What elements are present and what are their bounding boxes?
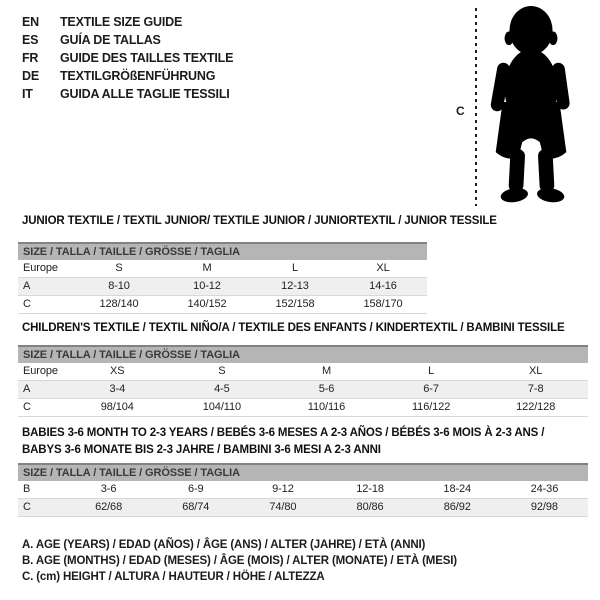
footnote-a: A. AGE (YEARS) / EDAD (AÑOS) / ÂGE (ANS)…	[22, 539, 426, 551]
cell: XL	[376, 262, 390, 274]
cell: XL	[529, 365, 543, 377]
cell: 12-13	[281, 280, 309, 292]
footnotes: A. AGE (YEARS) / EDAD (AÑOS) / ÂGE (ANS)…	[22, 537, 457, 585]
cell: 6-9	[187, 483, 204, 495]
language-title: GUIDA ALLE TAGLIE TESSILI	[60, 87, 230, 101]
row-label: A	[23, 280, 31, 292]
cell: 140/152	[187, 298, 227, 310]
babies-size-table: SIZE / TALLA / TAILLE / GRÖSSE / TAGLIA …	[18, 463, 588, 517]
size-header-bar: SIZE / TALLA / TAILLE / GRÖSSE / TAGLIA	[18, 465, 588, 481]
cell: 10-12	[193, 280, 221, 292]
table-row: Europe S M L XL	[18, 260, 427, 278]
toddler-silhouette-icon	[490, 5, 570, 203]
cell: 18-24	[443, 483, 472, 495]
cell: 12-18	[356, 483, 384, 495]
row-label: Europe	[23, 365, 58, 377]
cell: 110/116	[307, 401, 346, 413]
table-row: A 3-4 4-5 5-6 6-7 7-8	[18, 381, 588, 399]
height-measure-dashed-line	[475, 8, 477, 206]
row-label: Europe	[23, 262, 58, 274]
language-row-fr: FR GUIDE DES TAILLES TEXTILE	[22, 49, 233, 67]
babies-table-title-line2: BABYS 3-6 MONATE BIS 2-3 JAHRE / BAMBINI…	[22, 444, 381, 456]
cell: 116/122	[411, 401, 451, 413]
row-label: C	[23, 298, 31, 310]
cell: 6-7	[423, 383, 439, 395]
cell: 5-6	[318, 383, 335, 395]
table-row: C 98/104 104/110 110/116 116/122 122/128	[18, 399, 588, 417]
cell: 9-12	[272, 483, 294, 495]
table-row: B 3-6 6-9 9-12 12-18 18-24 24-36	[18, 481, 588, 499]
language-row-es: ES GUÍA DE TALLAS	[22, 31, 233, 49]
junior-size-table: SIZE / TALLA / TAILLE / GRÖSSE / TAGLIA …	[18, 242, 427, 314]
language-title-list: EN TEXTILE SIZE GUIDE ES GUÍA DE TALLAS …	[22, 13, 233, 103]
cell: 3-6	[100, 483, 117, 495]
row-label: A	[23, 383, 31, 395]
cell: 122/128	[516, 401, 556, 413]
size-header-bar: SIZE / TALLA / TAILLE / GRÖSSE / TAGLIA	[18, 347, 588, 363]
cell: 74/80	[269, 501, 297, 513]
size-header-bar: SIZE / TALLA / TAILLE / GRÖSSE / TAGLIA	[18, 244, 427, 260]
cell: 62/68	[95, 501, 123, 513]
height-measure-label: C	[456, 104, 465, 118]
language-title: TEXTILGRÖßENFÜHRUNG	[60, 69, 216, 83]
cell: S	[115, 262, 123, 274]
table-row: Europe XS S M L XL	[18, 363, 588, 381]
cell: 3-4	[109, 383, 126, 395]
cell: 152/158	[275, 298, 315, 310]
language-code: IT	[22, 87, 33, 101]
table-row: C 62/68 68/74 74/80 80/86 86/92 92/98	[18, 499, 588, 517]
language-title: GUÍA DE TALLAS	[60, 33, 161, 47]
cell: M	[321, 365, 332, 377]
language-row-it: IT GUIDA ALLE TAGLIE TESSILI	[22, 85, 233, 103]
language-row-en: EN TEXTILE SIZE GUIDE	[22, 13, 233, 31]
footnote-b: B. AGE (MONTHS) / EDAD (MESES) / ÂGE (MO…	[22, 555, 457, 567]
cell: L	[428, 365, 435, 377]
cell: 7-8	[527, 383, 544, 395]
footnote-c: C. (cm) HEIGHT / ALTURA / HAUTEUR / HÖHE…	[22, 571, 325, 583]
row-label: C	[23, 501, 31, 513]
language-code: FR	[22, 51, 39, 65]
language-title: TEXTILE SIZE GUIDE	[60, 15, 183, 29]
table-row: C 128/140 140/152 152/158 158/170	[18, 296, 427, 314]
babies-table-title-line1: BABIES 3-6 MONTH TO 2-3 YEARS / BEBÉS 3-…	[22, 427, 545, 439]
babies-table-title: BABIES 3-6 MONTH TO 2-3 YEARS / BEBÉS 3-…	[22, 425, 544, 459]
cell: 86/92	[443, 501, 471, 513]
cell: 4-5	[214, 383, 230, 395]
cell: XS	[110, 365, 125, 377]
language-code: EN	[22, 15, 39, 29]
language-code: DE	[22, 69, 39, 83]
junior-table-title: JUNIOR TEXTILE / TEXTIL JUNIOR/ TEXTILE …	[22, 215, 497, 227]
row-label: B	[23, 483, 31, 495]
cell: L	[291, 262, 299, 274]
cell: M	[202, 262, 212, 274]
language-row-de: DE TEXTILGRÖßENFÜHRUNG	[22, 67, 233, 85]
cell: 158/170	[363, 298, 403, 310]
cell: 14-16	[369, 280, 397, 292]
language-title: GUIDE DES TAILLES TEXTILE	[60, 51, 234, 65]
cell: 104/110	[202, 401, 242, 413]
cell: 92/98	[530, 501, 558, 513]
cell: 24-36	[530, 483, 559, 495]
cell: 68/74	[182, 501, 210, 513]
cell: S	[218, 365, 226, 377]
cell: 8-10	[108, 280, 130, 292]
children-size-table: SIZE / TALLA / TAILLE / GRÖSSE / TAGLIA …	[18, 345, 588, 417]
language-code: ES	[22, 33, 39, 47]
cell: 98/104	[100, 401, 134, 413]
table-row: A 8-10 10-12 12-13 14-16	[18, 278, 427, 296]
children-table-title: CHILDREN'S TEXTILE / TEXTIL NIÑO/A / TEX…	[22, 322, 565, 334]
row-label: C	[23, 401, 31, 413]
cell: 80/86	[356, 501, 384, 513]
cell: 128/140	[99, 298, 139, 310]
